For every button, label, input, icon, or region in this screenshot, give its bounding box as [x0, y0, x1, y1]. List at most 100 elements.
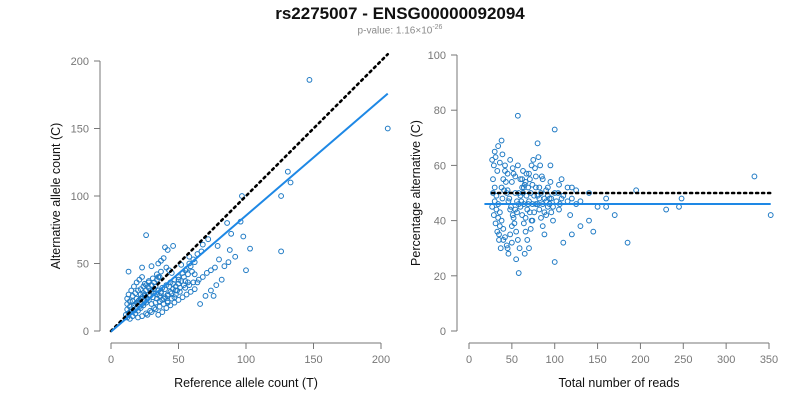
- data-point: [205, 236, 212, 243]
- data-point: [500, 237, 507, 243]
- data-point: [224, 220, 231, 226]
- x-tick-label: 50: [172, 354, 184, 366]
- data-point: [498, 184, 505, 191]
- data-point: [536, 184, 543, 191]
- fit-line: [110, 92, 389, 333]
- data-point: [195, 276, 202, 283]
- p-value-exponent: -26: [432, 24, 443, 31]
- data-point: [170, 243, 177, 249]
- data-point: [155, 311, 162, 318]
- y-tick-label: 200: [71, 56, 89, 68]
- data-point: [513, 256, 520, 263]
- data-point: [151, 305, 158, 311]
- data-point: [508, 239, 515, 246]
- data-point: [528, 162, 535, 169]
- data-point: [547, 162, 554, 169]
- data-point: [171, 299, 178, 306]
- data-point: [520, 168, 526, 174]
- p-value-prefix: p-value: 1.16×10: [357, 25, 433, 37]
- y-tick-label: 100: [71, 191, 89, 203]
- data-point: [179, 294, 186, 301]
- data-point: [528, 217, 535, 224]
- data-point: [556, 181, 562, 188]
- data-point: [504, 187, 511, 194]
- y-tick-label: 0: [83, 326, 89, 338]
- data-point: [159, 309, 166, 316]
- data-point: [164, 293, 171, 299]
- x-tick-label: 200: [372, 354, 390, 366]
- x-tick-label: 100: [237, 354, 255, 366]
- data-point: [663, 206, 670, 213]
- data-point: [225, 259, 232, 266]
- data-point: [498, 217, 505, 224]
- data-point: [568, 184, 575, 191]
- data-point: [538, 214, 544, 221]
- data-point: [243, 267, 249, 274]
- data-point: [504, 245, 511, 252]
- data-point: [492, 220, 499, 227]
- data-point: [532, 173, 539, 180]
- data-point: [522, 214, 529, 221]
- data-point: [221, 263, 228, 270]
- data-point: [144, 311, 151, 318]
- data-point: [603, 203, 610, 210]
- data-point: [517, 192, 524, 199]
- data-point: [767, 212, 774, 218]
- data-point: [558, 176, 565, 183]
- data-point: [228, 230, 235, 237]
- data-point: [185, 279, 191, 286]
- right-scatter-panel: 0 20 40 60 80 100 0 50 100 150 200 250 300 350 Total n…: [409, 50, 778, 390]
- data-point: [190, 279, 197, 286]
- data-point: [187, 288, 194, 295]
- x-tick-label: 200: [631, 354, 649, 366]
- data-point: [199, 274, 206, 280]
- data-point: [624, 239, 631, 246]
- data-point: [216, 256, 222, 263]
- reference-line: [109, 52, 390, 333]
- x-tick-label: 100: [546, 354, 564, 366]
- data-point: [535, 154, 542, 161]
- data-point: [498, 137, 505, 144]
- data-point: [514, 209, 520, 216]
- data-point: [218, 276, 225, 283]
- data-point: [139, 274, 145, 280]
- data-point: [529, 181, 536, 188]
- data-point: [175, 297, 182, 303]
- data-point: [567, 212, 574, 218]
- data-point: [499, 151, 506, 158]
- data-point: [515, 270, 522, 276]
- data-point: [496, 159, 503, 166]
- data-point: [517, 176, 524, 183]
- data-point: [551, 259, 558, 265]
- data-point: [202, 293, 209, 299]
- data-point: [548, 195, 555, 202]
- data-point: [507, 231, 514, 238]
- data-point: [152, 306, 159, 313]
- data-point: [210, 293, 217, 299]
- data-point: [510, 170, 517, 177]
- data-point: [586, 217, 592, 224]
- data-point: [247, 245, 253, 252]
- data-point: [496, 223, 503, 230]
- data-point: [502, 162, 508, 169]
- data-point: [125, 268, 132, 275]
- data-point: [490, 176, 496, 183]
- data-point: [530, 156, 537, 163]
- data-point: [524, 237, 531, 243]
- data-point: [506, 195, 513, 202]
- data-point: [532, 184, 539, 191]
- data-point: [495, 214, 502, 221]
- data-point: [158, 268, 164, 275]
- data-point: [172, 287, 179, 294]
- data-point: [531, 209, 538, 216]
- data-point: [287, 179, 294, 186]
- data-point: [278, 248, 285, 255]
- data-point: [551, 126, 558, 133]
- data-point: [500, 225, 507, 232]
- data-point: [516, 245, 523, 252]
- data-point: [568, 195, 575, 202]
- data-point: [491, 148, 498, 155]
- data-point: [527, 225, 534, 232]
- data-point: [611, 212, 618, 218]
